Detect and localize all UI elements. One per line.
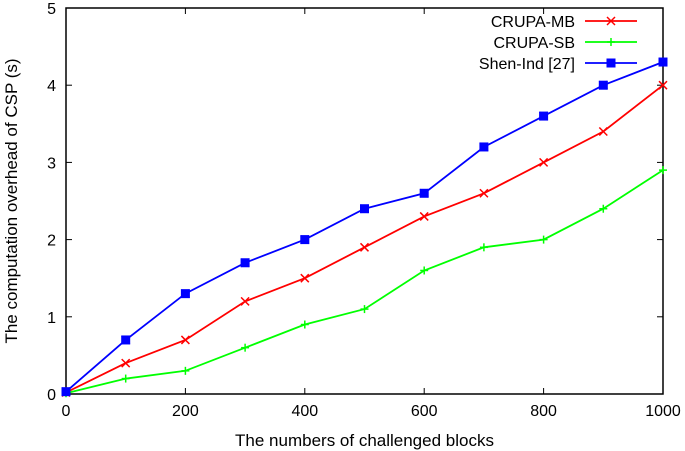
y-axis-title: The computation overhead of CSP (s) [2, 58, 21, 343]
series-crupa-sb [62, 166, 667, 398]
y-tick-label: 0 [47, 387, 56, 404]
data-point [539, 157, 549, 167]
data-point [359, 204, 370, 214]
data-point [606, 58, 616, 68]
data-point [181, 366, 190, 375]
x-tick-label: 800 [530, 403, 557, 420]
series-line [65, 169, 664, 395]
data-point [180, 289, 190, 299]
data-point [479, 188, 489, 198]
data-point [659, 166, 667, 175]
series-layer [61, 57, 668, 398]
data-point [539, 111, 549, 121]
x-tick-label: 1000 [645, 403, 681, 420]
legend-label: Shen-Ind [27] [479, 56, 575, 73]
x-axis-title: The numbers of challenged blocks [235, 431, 494, 450]
data-point [598, 126, 608, 137]
legend-item: Shen-Ind [27] [479, 56, 637, 73]
axis-ticks: 0 200 400 600 800 1000 0 1 2 3 4 5 [47, 1, 681, 420]
data-point [539, 235, 548, 244]
data-point [419, 188, 429, 198]
x-tick-label: 200 [172, 403, 199, 420]
series-shen-ind-27 [61, 57, 668, 397]
x-tick-label: 0 [62, 403, 71, 420]
data-point [658, 80, 668, 90]
legend-label: CRUPA-MB [491, 14, 575, 31]
plot-frame [65, 7, 664, 395]
x-tick-label: 600 [411, 403, 438, 420]
data-point [121, 374, 130, 383]
data-point [420, 266, 429, 275]
data-point [607, 38, 615, 46]
data-point [479, 243, 488, 252]
data-point [300, 273, 310, 283]
y-tick-label: 5 [47, 1, 56, 18]
data-point [599, 204, 608, 213]
data-point [121, 358, 131, 368]
data-point [606, 16, 616, 26]
data-point [419, 211, 429, 221]
y-tick-label: 4 [47, 78, 56, 95]
series-crupa-mb [61, 80, 668, 397]
series-line [65, 84, 664, 394]
data-point [360, 305, 369, 314]
data-point [658, 57, 668, 67]
legend-item: CRUPA-SB [494, 35, 637, 52]
data-point [121, 335, 131, 345]
legend: CRUPA-MB CRUPA-SB Shen-Ind [27] [479, 14, 637, 73]
data-point [598, 80, 608, 90]
y-tick-label: 1 [47, 310, 56, 327]
data-point [240, 296, 250, 306]
data-point [300, 235, 310, 245]
y-tick-label: 2 [47, 233, 56, 250]
data-point [240, 258, 250, 268]
data-point [61, 387, 71, 397]
legend-label: CRUPA-SB [494, 35, 576, 52]
x-tick-label: 400 [291, 403, 318, 420]
series-line [65, 61, 664, 393]
data-point [479, 142, 489, 152]
data-point [300, 320, 309, 329]
data-point [241, 343, 250, 352]
y-tick-label: 3 [47, 155, 56, 172]
legend-item: CRUPA-MB [491, 14, 637, 31]
data-point [359, 242, 370, 252]
data-point [180, 335, 190, 345]
